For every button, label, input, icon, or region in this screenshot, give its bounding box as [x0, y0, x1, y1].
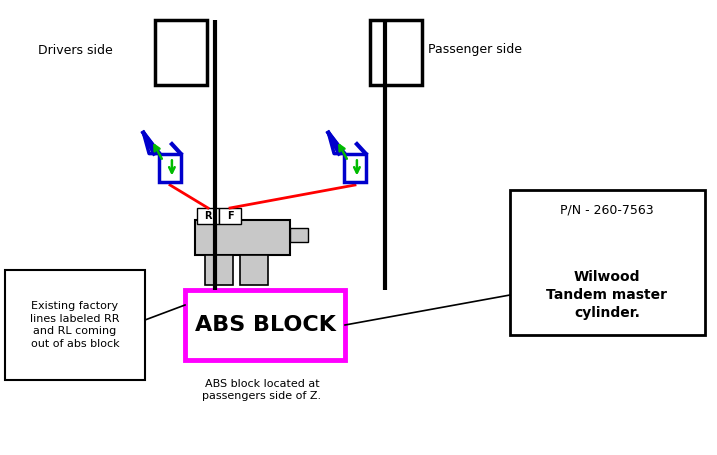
Text: ABS block located at
passengers side of Z.: ABS block located at passengers side of … — [202, 379, 321, 401]
Bar — [290, 228, 308, 242]
Polygon shape — [328, 133, 344, 154]
Bar — [510, 190, 705, 335]
Text: P/N - 260-7563: P/N - 260-7563 — [560, 203, 654, 217]
Bar — [240, 255, 268, 285]
Bar — [195, 220, 290, 255]
Bar — [344, 154, 366, 182]
Text: ABS BLOCK: ABS BLOCK — [194, 315, 336, 335]
Text: Drivers side: Drivers side — [37, 44, 113, 56]
Text: Wilwood
Tandem master
cylinder.: Wilwood Tandem master cylinder. — [546, 270, 668, 320]
Text: R: R — [204, 211, 212, 221]
Bar — [219, 208, 241, 224]
Bar — [185, 290, 345, 360]
Text: F: F — [227, 211, 233, 221]
Bar — [159, 154, 181, 182]
Bar — [155, 20, 207, 85]
Bar — [370, 20, 422, 85]
Bar — [5, 270, 145, 380]
Text: Existing factory
lines labeled RR
and RL coming
out of abs block: Existing factory lines labeled RR and RL… — [30, 301, 120, 349]
Text: Passenger side: Passenger side — [428, 44, 522, 56]
Bar — [205, 255, 233, 285]
Polygon shape — [143, 133, 159, 154]
Bar — [197, 208, 219, 224]
